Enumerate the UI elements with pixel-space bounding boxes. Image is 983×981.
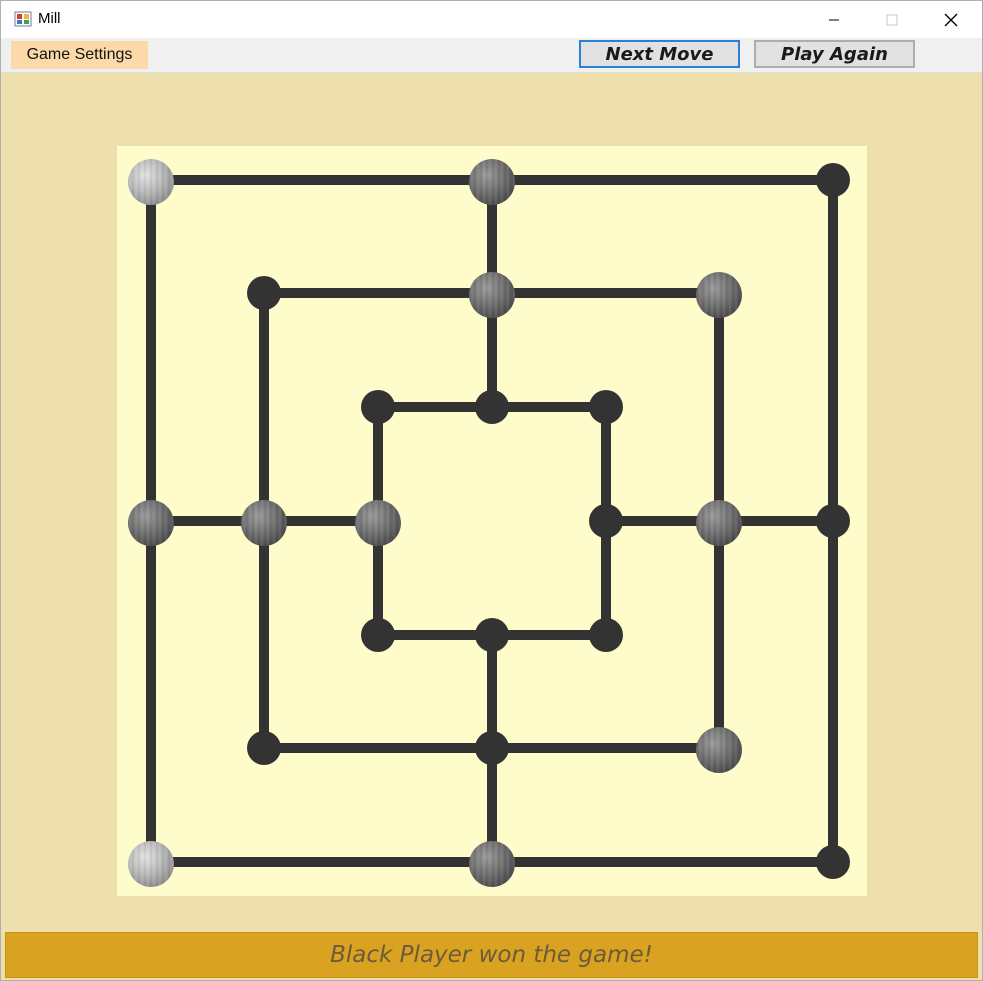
- board-point-d2[interactable]: [475, 731, 509, 765]
- piece-grain-a4: [128, 500, 174, 546]
- play-again-button[interactable]: Play Again: [754, 40, 915, 68]
- board-point-d5[interactable]: [475, 390, 509, 424]
- board-point-f2[interactable]: [696, 727, 742, 773]
- board-point-d1[interactable]: [469, 841, 515, 887]
- game-settings-menu[interactable]: Game Settings: [11, 41, 148, 69]
- board-point-b6[interactable]: [247, 276, 281, 310]
- title-bar: Mill: [1, 1, 982, 38]
- empty-point-g4[interactable]: [816, 504, 850, 538]
- board-point-c4[interactable]: [355, 500, 401, 546]
- inner-square-line: [373, 402, 611, 640]
- minimize-button[interactable]: [811, 1, 857, 38]
- empty-point-d3[interactable]: [475, 618, 509, 652]
- board-point-d6[interactable]: [469, 272, 515, 318]
- board-point-e4[interactable]: [589, 504, 623, 538]
- board-point-a7[interactable]: [128, 159, 174, 205]
- piece-grain-a1: [128, 841, 174, 887]
- board-point-f4[interactable]: [696, 500, 742, 546]
- next-move-button[interactable]: Next Move: [579, 40, 740, 68]
- board-points: [128, 159, 850, 887]
- status-message: Black Player won the game!: [5, 932, 978, 978]
- board-point-c5[interactable]: [361, 390, 395, 424]
- empty-point-e5[interactable]: [589, 390, 623, 424]
- empty-point-d5[interactable]: [475, 390, 509, 424]
- maximize-icon: [886, 14, 898, 25]
- board-point-e5[interactable]: [589, 390, 623, 424]
- close-button[interactable]: [928, 1, 974, 38]
- board-point-a4[interactable]: [128, 500, 174, 546]
- board-point-g4[interactable]: [816, 504, 850, 538]
- empty-point-b2[interactable]: [247, 731, 281, 765]
- board-point-g1[interactable]: [816, 845, 850, 879]
- empty-point-b6[interactable]: [247, 276, 281, 310]
- board-point-d7[interactable]: [469, 159, 515, 205]
- board-point-a1[interactable]: [128, 841, 174, 887]
- menu-bar: Game Settings Next Move Play Again: [1, 38, 982, 73]
- empty-point-d2[interactable]: [475, 731, 509, 765]
- board-point-g7[interactable]: [816, 163, 850, 197]
- piece-grain-f6: [696, 272, 742, 318]
- maximize-button[interactable]: [869, 1, 915, 38]
- minimize-icon: [829, 19, 839, 20]
- empty-point-g7[interactable]: [816, 163, 850, 197]
- piece-grain-d1: [469, 841, 515, 887]
- app-icon: [14, 11, 32, 27]
- board-canvas: [128, 159, 850, 887]
- board-point-f6[interactable]: [696, 272, 742, 318]
- piece-grain-f4: [696, 500, 742, 546]
- close-icon: [944, 13, 958, 26]
- empty-point-c5[interactable]: [361, 390, 395, 424]
- board-point-b4[interactable]: [241, 500, 287, 546]
- piece-grain-d7: [469, 159, 515, 205]
- empty-point-g1[interactable]: [816, 845, 850, 879]
- empty-point-e3[interactable]: [589, 618, 623, 652]
- empty-point-c3[interactable]: [361, 618, 395, 652]
- empty-point-e4[interactable]: [589, 504, 623, 538]
- board-point-b2[interactable]: [247, 731, 281, 765]
- piece-grain-d6: [469, 272, 515, 318]
- board-point-c3[interactable]: [361, 618, 395, 652]
- board-point-d3[interactable]: [475, 618, 509, 652]
- piece-grain-c4: [355, 500, 401, 546]
- piece-grain-a7: [128, 159, 174, 205]
- board-point-e3[interactable]: [589, 618, 623, 652]
- game-board: [117, 146, 867, 896]
- window-title: Mill: [38, 10, 61, 27]
- piece-grain-f2: [696, 727, 742, 773]
- piece-grain-b4: [241, 500, 287, 546]
